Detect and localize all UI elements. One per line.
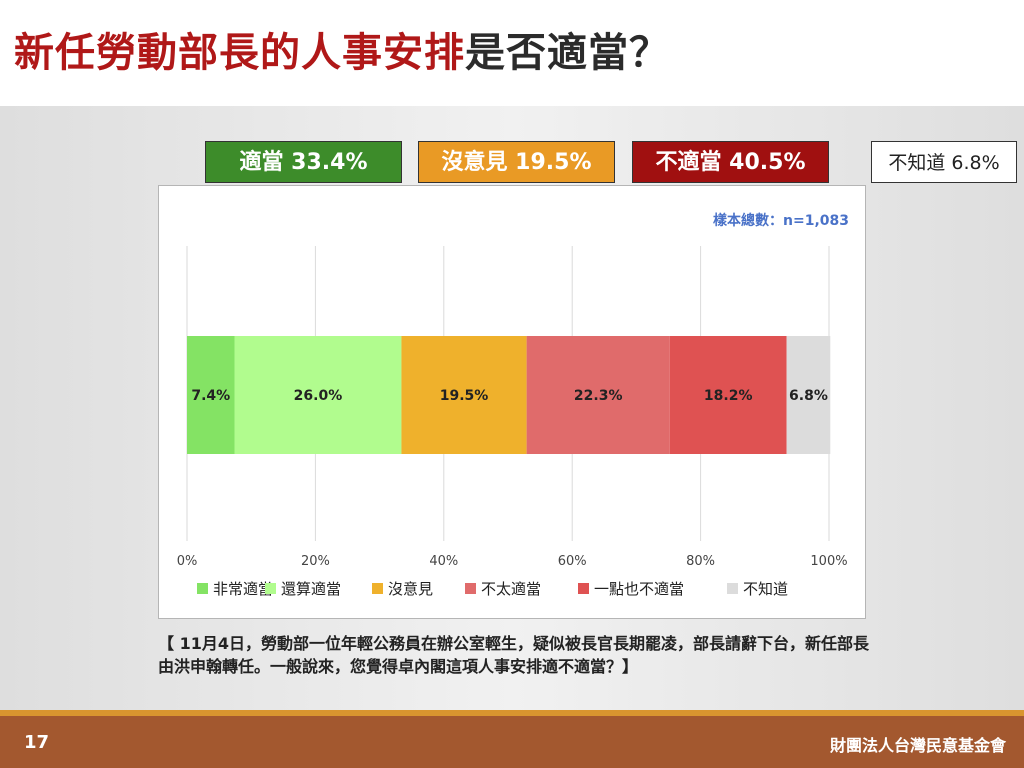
x-tick-label: 100%	[810, 554, 847, 569]
x-tick-label: 60%	[558, 554, 587, 569]
x-tick-label: 0%	[177, 554, 198, 569]
summary-box-inappropriate: 不適當 40.5%	[632, 141, 829, 183]
legend-label: 不知道	[743, 580, 788, 598]
bar-data-label: 18.2%	[704, 388, 753, 404]
bar-segment	[234, 336, 402, 454]
bar-segment	[401, 336, 527, 454]
summary-box-dont-know: 不知道 6.8%	[871, 141, 1017, 183]
legend-label: 非常適當	[213, 580, 273, 598]
bar-segment	[669, 336, 787, 454]
chart-panel: 樣本總數：n=1,083 0% 20% 40% 60% 80% 100% 7.4% 26.0%…	[158, 185, 866, 619]
title-rest: 是否適當？	[465, 30, 670, 76]
footer-bar: 17 財團法人台灣民意基金會	[0, 716, 1024, 768]
legend-label: 不太適當	[481, 580, 541, 598]
summary-box-appropriate: 適當 33.4%	[205, 141, 402, 183]
survey-question: 【 11月4日，勞動部一位年輕公務員在辦公室輕生，疑似被長官長期罷凌，部長請辭下…	[158, 634, 869, 676]
bar-data-label: 19.5%	[440, 388, 489, 404]
bar-data-label: 22.3%	[574, 388, 623, 404]
legend-swatch	[727, 583, 738, 594]
legend-swatch	[197, 583, 208, 594]
bar-data-label: 6.8%	[789, 388, 828, 404]
title-highlight: 新任勞動部長的人事安排	[14, 30, 465, 76]
bar-segment	[526, 336, 670, 454]
sample-size-note: 樣本總數：n=1,083	[713, 213, 849, 229]
organization-name: 財團法人台灣民意基金會	[829, 736, 1006, 755]
bar-data-label: 7.4%	[191, 388, 230, 404]
x-tick-label: 40%	[429, 554, 458, 569]
bar-segment	[786, 336, 831, 454]
legend-swatch	[372, 583, 383, 594]
legend-swatch	[465, 583, 476, 594]
bar-data-label: 26.0%	[294, 388, 343, 404]
legend-swatch	[265, 583, 276, 594]
x-tick-label: 20%	[301, 554, 330, 569]
summary-box-no-opinion: 沒意見 19.5%	[418, 141, 615, 183]
legend-label: 一點也不適當	[594, 580, 684, 598]
x-tick-label: 80%	[686, 554, 715, 569]
legend-label: 沒意見	[388, 580, 433, 598]
legend-label: 還算適當	[281, 580, 341, 598]
stacked-bar-chart: 0% 20% 40% 60% 80% 100% 7.4% 26.0% 19.5% 22.3% 18.…	[177, 246, 848, 598]
footer-stripe	[0, 710, 1024, 716]
legend-swatch	[578, 583, 589, 594]
page-title: 新任勞動部長的人事安排是否適當？	[14, 20, 670, 78]
page-number: 17	[24, 732, 50, 753]
bar-segment	[187, 336, 235, 454]
